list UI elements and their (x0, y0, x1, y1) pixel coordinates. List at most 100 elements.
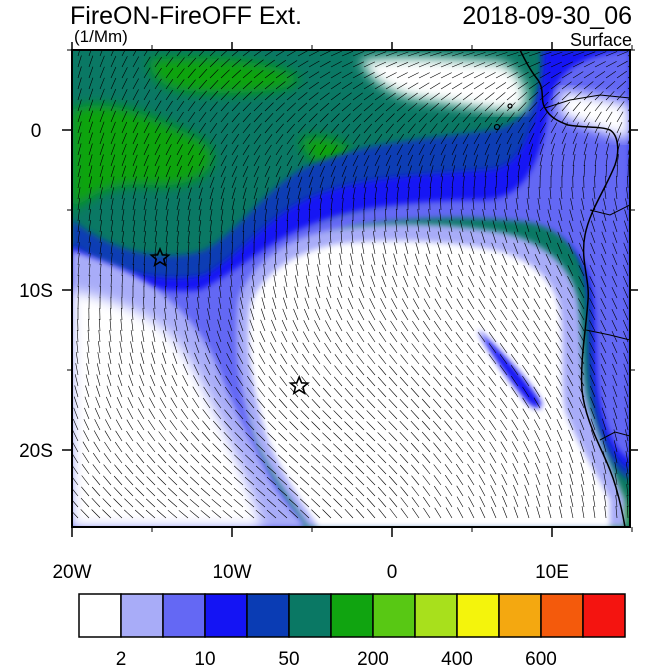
wind-barb (176, 68, 185, 79)
wind-barb (404, 242, 409, 255)
wind-barb (589, 298, 596, 310)
wind-barb (572, 122, 579, 134)
wind-barb (572, 154, 576, 167)
wind-barb (219, 274, 222, 288)
wind-barb (385, 154, 392, 167)
wind-barb (560, 187, 563, 200)
wind-barb (455, 442, 464, 453)
wind-barb (380, 286, 387, 299)
wind-barb (176, 165, 182, 178)
wind-barb (229, 286, 233, 299)
wind-barb (168, 442, 178, 453)
wind-barb (154, 198, 158, 211)
wind-barb (484, 72, 496, 79)
wind-barb (307, 241, 310, 255)
wind-barb (583, 101, 592, 112)
wind-barb (173, 330, 178, 343)
wind-barb (578, 396, 585, 409)
wind-barb (132, 100, 139, 112)
wind-barb (605, 111, 613, 123)
wind-barb (436, 264, 442, 277)
wind-barb (363, 155, 370, 167)
wind-barb (211, 476, 222, 486)
wind-barb (88, 154, 93, 167)
wind-barb (394, 231, 398, 244)
wind-barb (466, 365, 475, 376)
wind-barb (143, 231, 146, 244)
wind-barb (594, 51, 607, 57)
wind-barb (603, 462, 607, 475)
wind-barb (444, 453, 453, 464)
wind-barb (626, 187, 629, 200)
wind-barb (627, 127, 630, 134)
wind-barb (484, 52, 497, 57)
wind-barb (286, 209, 289, 222)
wind-barb (143, 78, 151, 90)
wind-barb (433, 354, 442, 365)
wind-barb (220, 50, 229, 57)
wind-barb (176, 122, 184, 134)
wind-barb (522, 309, 530, 321)
wind-barb (165, 122, 173, 134)
wind-barb (171, 386, 178, 398)
wind-barb (311, 498, 321, 508)
wind-barb (600, 287, 607, 299)
wind-barb (401, 298, 409, 310)
wind-barb (159, 397, 167, 409)
wind-barb (355, 410, 365, 420)
wind-barb (533, 309, 541, 321)
wind-barb (605, 122, 612, 134)
wind-barb (205, 341, 211, 354)
wind-barb (522, 342, 530, 354)
wind-barb (512, 265, 519, 277)
wind-barb (511, 441, 519, 453)
wind-barb (605, 51, 618, 57)
wind-barb (286, 144, 294, 156)
wind-barb (533, 353, 541, 365)
wind-barb (93, 441, 101, 453)
wind-barb (333, 476, 343, 486)
wind-barb (550, 112, 559, 123)
wind-barb (165, 285, 167, 299)
wind-barb (591, 209, 596, 222)
wind-barb (462, 133, 470, 145)
wind-barb (99, 198, 103, 211)
colorbar-swatch (78, 593, 122, 638)
wind-barb (355, 476, 365, 486)
wind-barb (314, 308, 321, 321)
wind-barb (286, 123, 296, 134)
wind-barb (333, 432, 343, 442)
wind-barb (267, 398, 277, 409)
wind-barb (110, 99, 116, 112)
wind-barb (178, 510, 189, 519)
wind-barb (121, 307, 123, 321)
wind-barb (589, 364, 596, 376)
wind-barb (545, 430, 552, 442)
wind-barb (568, 429, 574, 442)
wind-barb (337, 286, 343, 299)
wind-barb (244, 465, 255, 475)
wind-barb (193, 375, 200, 387)
wind-barb (208, 274, 211, 288)
wind-barb (547, 506, 552, 519)
wind-barb (580, 209, 585, 222)
wind-barb (533, 320, 541, 332)
wind-barb (363, 113, 373, 123)
wind-barb (325, 320, 332, 332)
wind-barb (527, 186, 530, 200)
wind-barb (275, 176, 281, 189)
wind-barb (440, 197, 442, 211)
wind-barb (333, 387, 343, 398)
wind-barb (625, 451, 629, 464)
wind-barb (242, 220, 245, 233)
wind-barb (539, 112, 548, 123)
wind-barb (259, 342, 266, 354)
wind-barb (484, 165, 488, 178)
wind-barb (522, 287, 530, 299)
wind-barb (99, 220, 102, 233)
wind-barb (451, 176, 454, 189)
wind-barb (165, 198, 169, 211)
wind-barb (264, 70, 275, 79)
wind-barb (466, 409, 475, 420)
wind-barb (344, 465, 354, 475)
